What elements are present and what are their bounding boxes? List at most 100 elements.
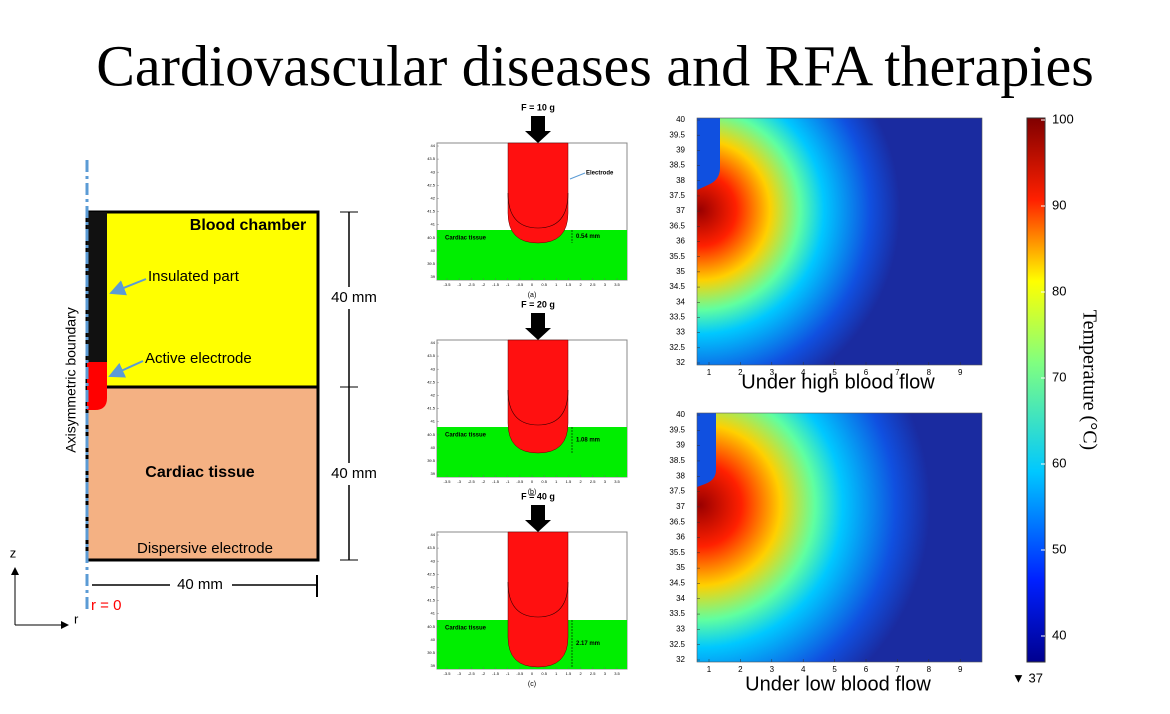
panel-caption: (b) [528, 489, 537, 496]
y-tick-label: 44 [431, 532, 436, 537]
x-tick-label: -1 [506, 671, 510, 676]
y-tick-label: 35.5 [669, 252, 685, 261]
x-tick-label: 4 [801, 665, 806, 674]
electrode-outline [507, 581, 569, 618]
y-tick-label: 40 [676, 115, 685, 124]
x-tick-label: 8 [927, 665, 932, 674]
y-tick-label: 40.5 [427, 235, 436, 240]
depth-label: 1.08 mm [576, 438, 600, 444]
y-tick-label: 33 [676, 624, 685, 633]
label: Cardiac tissue [145, 464, 254, 481]
x-tick-label: 6 [864, 665, 869, 674]
x-tick-label: -0.5 [516, 282, 524, 287]
label: 40 mm [177, 576, 223, 593]
y-tick-label: 42.5 [427, 379, 436, 384]
x-tick-label: 3.5 [614, 282, 620, 287]
force-arrow [525, 116, 551, 143]
y-tick-label: 40 [431, 248, 436, 253]
x-tick-label: -2.5 [468, 282, 476, 287]
y-tick-label: 39 [676, 145, 685, 154]
x-tick-label: 1.5 [566, 671, 572, 676]
colorbar-scale [1026, 117, 1046, 663]
y-tick-label: 43 [431, 169, 436, 174]
y-tick-label: 40.5 [427, 624, 436, 629]
colorbar-tick-label: 70 [1052, 369, 1066, 384]
label: Dispersive electrode [137, 540, 273, 557]
electrode-outline [507, 192, 569, 229]
x-tick-label: -3 [457, 479, 461, 484]
y-tick-label: 41 [431, 611, 436, 616]
x-tick-label: 3 [604, 671, 607, 676]
y-tick-label: 44 [431, 340, 436, 345]
force-label: F = 40 g [521, 491, 555, 501]
map-caption: Under low blood flow [745, 673, 931, 695]
temperature-maps: 4039.53938.53837.53736.53635.53534.53433… [669, 115, 983, 695]
y-tick-label: 39 [431, 471, 436, 476]
y-tick-label: 32.5 [669, 640, 685, 649]
panel-caption: (a) [528, 292, 537, 299]
label-bg [327, 287, 382, 309]
y-tick-label: 39 [676, 441, 685, 450]
x-tick-label: 0 [531, 479, 534, 484]
x-tick-label: 3.5 [614, 671, 620, 676]
y-tick-label: 42.5 [427, 182, 436, 187]
active-electrode [87, 362, 107, 410]
x-tick-label: -3 [457, 282, 461, 287]
y-tick-label: 39 [431, 663, 436, 668]
y-tick-label: 34 [676, 594, 685, 603]
x-tick-label: -1.5 [492, 282, 500, 287]
colorbar-tick-label: 40 [1052, 627, 1066, 642]
force-arrow [525, 505, 551, 532]
tissue-label: Cardiac tissue [445, 433, 487, 439]
x-tick-label: 2 [579, 671, 582, 676]
electrode-region [697, 118, 720, 190]
x-tick-label: -1.5 [492, 671, 500, 676]
x-tick-label: 9 [958, 665, 963, 674]
y-tick-label: 36 [676, 237, 685, 246]
contact-panels: F = 10 g 0.54 mm (a) Cardiac tissue Electrod… [427, 102, 628, 688]
y-tick-label: 43 [431, 558, 436, 563]
x-tick-label: 1 [555, 671, 558, 676]
x-tick-label: 1 [555, 282, 558, 287]
y-tick-label: 43.5 [427, 545, 436, 550]
electrode-pointer [569, 172, 586, 180]
x-tick-label: -0.5 [516, 479, 524, 484]
temperature-field [697, 118, 982, 365]
label: Insulated part [148, 268, 240, 285]
y-tick-label: 37.5 [669, 487, 685, 496]
colorbar-label: Temperature (°C) [1078, 310, 1100, 450]
x-tick-label: 6 [864, 368, 869, 377]
colorbar-tick-label: 60 [1052, 455, 1066, 470]
x-tick-label: 7 [895, 665, 900, 674]
colorbar-tick-label: 100 [1052, 111, 1074, 126]
y-tick-label: 40 [676, 410, 685, 419]
label: 40 mm [331, 465, 377, 482]
tissue-label: Cardiac tissue [445, 626, 487, 632]
y-tick-label: 42 [431, 195, 436, 200]
panel-caption: (c) [528, 681, 536, 688]
y-tick-label: 43 [431, 366, 436, 371]
x-tick-label: -2 [482, 479, 486, 484]
arrow [109, 278, 147, 296]
x-tick-label: -2.5 [468, 479, 476, 484]
x-tick-label: 0.5 [541, 282, 547, 287]
y-tick-label: 42.5 [427, 571, 436, 576]
x-tick-label: 4 [801, 368, 806, 377]
y-tick-label: 37 [676, 502, 685, 511]
y-tick-label: 40 [431, 637, 436, 642]
model-diagram: Blood chamber Insulated part Active elec… [10, 160, 382, 629]
y-tick-label: 33.5 [669, 609, 685, 618]
y-tick-label: 36.5 [669, 221, 685, 230]
y-tick-label: 41 [431, 419, 436, 424]
electrode [507, 339, 569, 454]
x-tick-label: 2.5 [590, 479, 596, 484]
y-tick-label: 39.5 [427, 650, 436, 655]
x-tick-label: 0.5 [541, 671, 547, 676]
y-tick-label: 36.5 [669, 517, 685, 526]
colorbar-tick-label: 90 [1052, 197, 1066, 212]
y-tick-label: 37 [676, 206, 685, 215]
y-tick-label: 39.5 [669, 425, 685, 434]
tissue-label: Cardiac tissue [445, 236, 487, 242]
y-tick-label: 40.5 [427, 432, 436, 437]
x-tick-label: 0.5 [541, 479, 547, 484]
